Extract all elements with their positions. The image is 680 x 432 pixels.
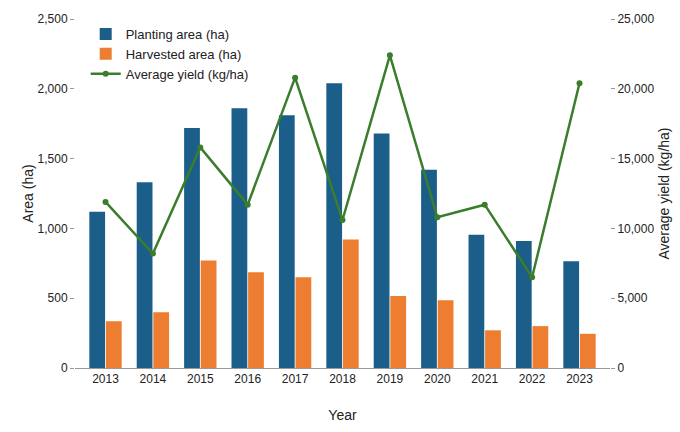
svg-text:Area (ha): Area (ha) (20, 164, 36, 222)
svg-text:10,000: 10,000 (617, 222, 654, 236)
svg-text:2,500: 2,500 (38, 12, 68, 26)
svg-text:Source: Department of Agricult: Source: Department of Agricultural (446, 429, 662, 432)
svg-text:Harvested area (ha): Harvested area (ha) (126, 47, 242, 62)
svg-text:20,000: 20,000 (617, 82, 654, 96)
svg-text:Average yield (kg/ha): Average yield (kg/ha) (126, 67, 249, 82)
svg-text:2019: 2019 (377, 372, 404, 386)
svg-text:0: 0 (617, 361, 624, 375)
svg-text:2017: 2017 (282, 372, 309, 386)
svg-text:2020: 2020 (424, 372, 451, 386)
svg-text:Planting area (ha): Planting area (ha) (126, 27, 229, 42)
svg-text:500: 500 (48, 291, 68, 305)
svg-text:5,000: 5,000 (617, 291, 647, 305)
svg-text:Average yield (kg/ha): Average yield (kg/ha) (656, 127, 672, 259)
svg-text:2013: 2013 (92, 372, 119, 386)
svg-text:Year: Year (328, 407, 357, 423)
svg-text:2021: 2021 (471, 372, 498, 386)
svg-text:25,000: 25,000 (617, 12, 654, 26)
svg-text:15,000: 15,000 (617, 152, 654, 166)
svg-text:2014: 2014 (140, 372, 167, 386)
svg-text:1,000: 1,000 (38, 222, 68, 236)
svg-text:2016: 2016 (234, 372, 261, 386)
svg-text:2022: 2022 (519, 372, 546, 386)
svg-text:2,000: 2,000 (38, 82, 68, 96)
svg-text:2015: 2015 (187, 372, 214, 386)
svg-text:2018: 2018 (329, 372, 356, 386)
svg-text:1,500: 1,500 (38, 152, 68, 166)
svg-text:0: 0 (61, 361, 68, 375)
svg-text:2023: 2023 (566, 372, 593, 386)
